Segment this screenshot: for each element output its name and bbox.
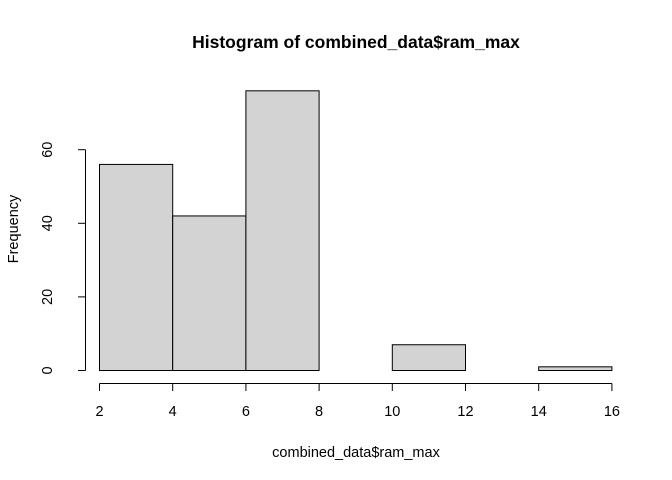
- y-tick-label: 0: [40, 366, 56, 374]
- chart-title: Histogram of combined_data$ram_max: [192, 32, 520, 52]
- y-axis-label: Frequency: [6, 194, 22, 263]
- bars-group: [99, 90, 613, 372]
- histogram-bar-0: [99, 163, 174, 371]
- x-tick-label: 10: [384, 404, 400, 420]
- histogram-bar-6: [538, 366, 613, 372]
- x-tick-label: 16: [604, 404, 620, 420]
- y-tick-label: 60: [40, 142, 56, 158]
- x-tick-label: 2: [95, 404, 103, 420]
- x-tick-label: 8: [315, 404, 323, 420]
- x-tick-label: 4: [169, 404, 177, 420]
- y-axis: 0 20 40 60: [40, 142, 86, 375]
- x-axis: 2 4 6 8 10 12 14 16: [95, 383, 620, 420]
- x-axis-label: combined_data$ram_max: [272, 445, 440, 461]
- y-tick-label: 40: [40, 215, 56, 231]
- histogram-bar-1: [172, 215, 247, 371]
- histogram-bar-2: [245, 90, 320, 371]
- x-tick-label: 12: [457, 404, 473, 420]
- x-tick-label: 14: [531, 404, 547, 420]
- y-tick-label: 20: [40, 289, 56, 305]
- histogram-bar-4: [391, 344, 466, 371]
- x-tick-label: 6: [242, 404, 250, 420]
